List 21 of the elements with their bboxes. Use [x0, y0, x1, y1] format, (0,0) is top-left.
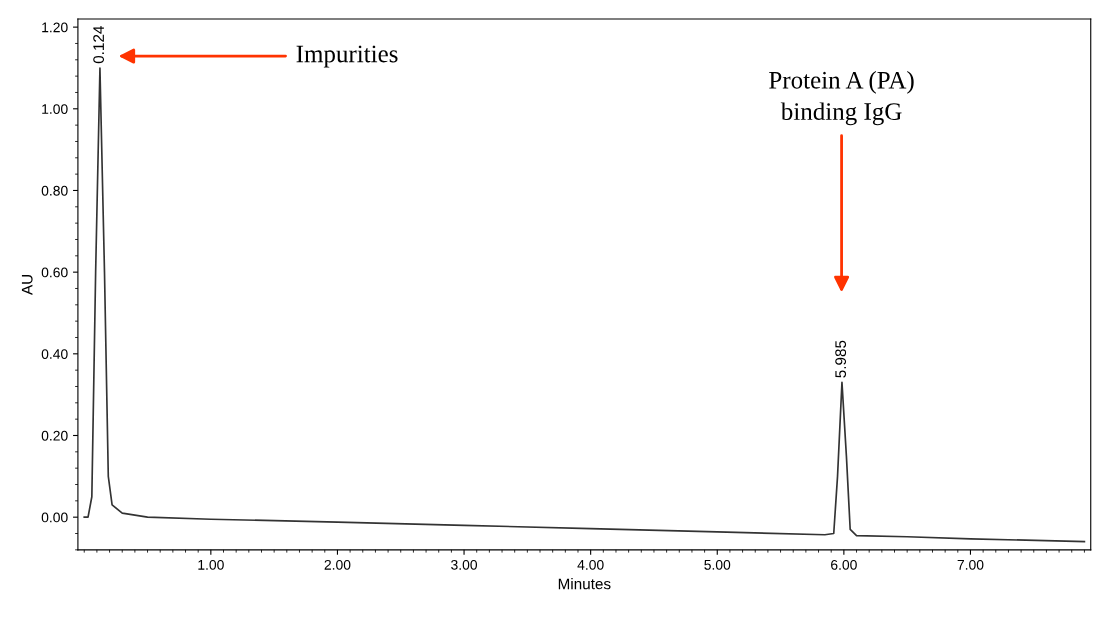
x-tick-label: 6.00 [831, 559, 857, 570]
y-tick-label: 0.00 [41, 512, 68, 523]
annotation: 5.985 [835, 340, 847, 378]
x-tick-label: 1.00 [198, 559, 224, 570]
y-tick-label: 1.00 [42, 104, 68, 114]
line-series [83, 67, 1086, 543]
annotation: Protein A (PA) binding IgG [769, 71, 914, 126]
annotation: 0.124 [93, 26, 105, 64]
x-tick-label: 3.00 [451, 559, 478, 570]
annotation: Impurities [296, 45, 398, 68]
y-tick-label: 0.60 [41, 267, 68, 278]
x-tick-label: 5.00 [704, 559, 731, 570]
x-tick-label: 4.00 [577, 559, 604, 570]
y-axis-title: AU [21, 274, 33, 295]
y-tick-label: 0.40 [41, 349, 68, 359]
x-tick-label: 2.00 [324, 559, 351, 570]
x-axis-title: Minutes [558, 578, 611, 590]
y-tick-label: 1.20 [42, 22, 68, 33]
y-tick-label: 0.80 [41, 185, 68, 196]
x-tick-label: 7.00 [957, 559, 984, 570]
y-tick-label: 0.20 [41, 430, 68, 441]
